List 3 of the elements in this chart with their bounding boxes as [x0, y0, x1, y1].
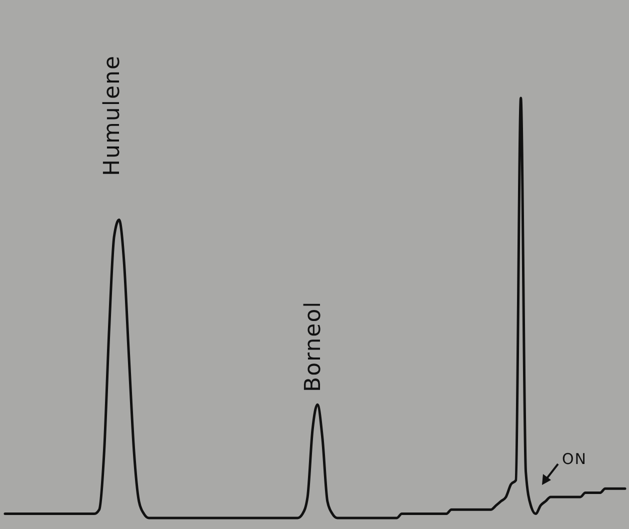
- annotation: Borneol: [301, 300, 326, 392]
- annotation: Humulene: [100, 55, 126, 176]
- annotation: ON: [562, 450, 588, 468]
